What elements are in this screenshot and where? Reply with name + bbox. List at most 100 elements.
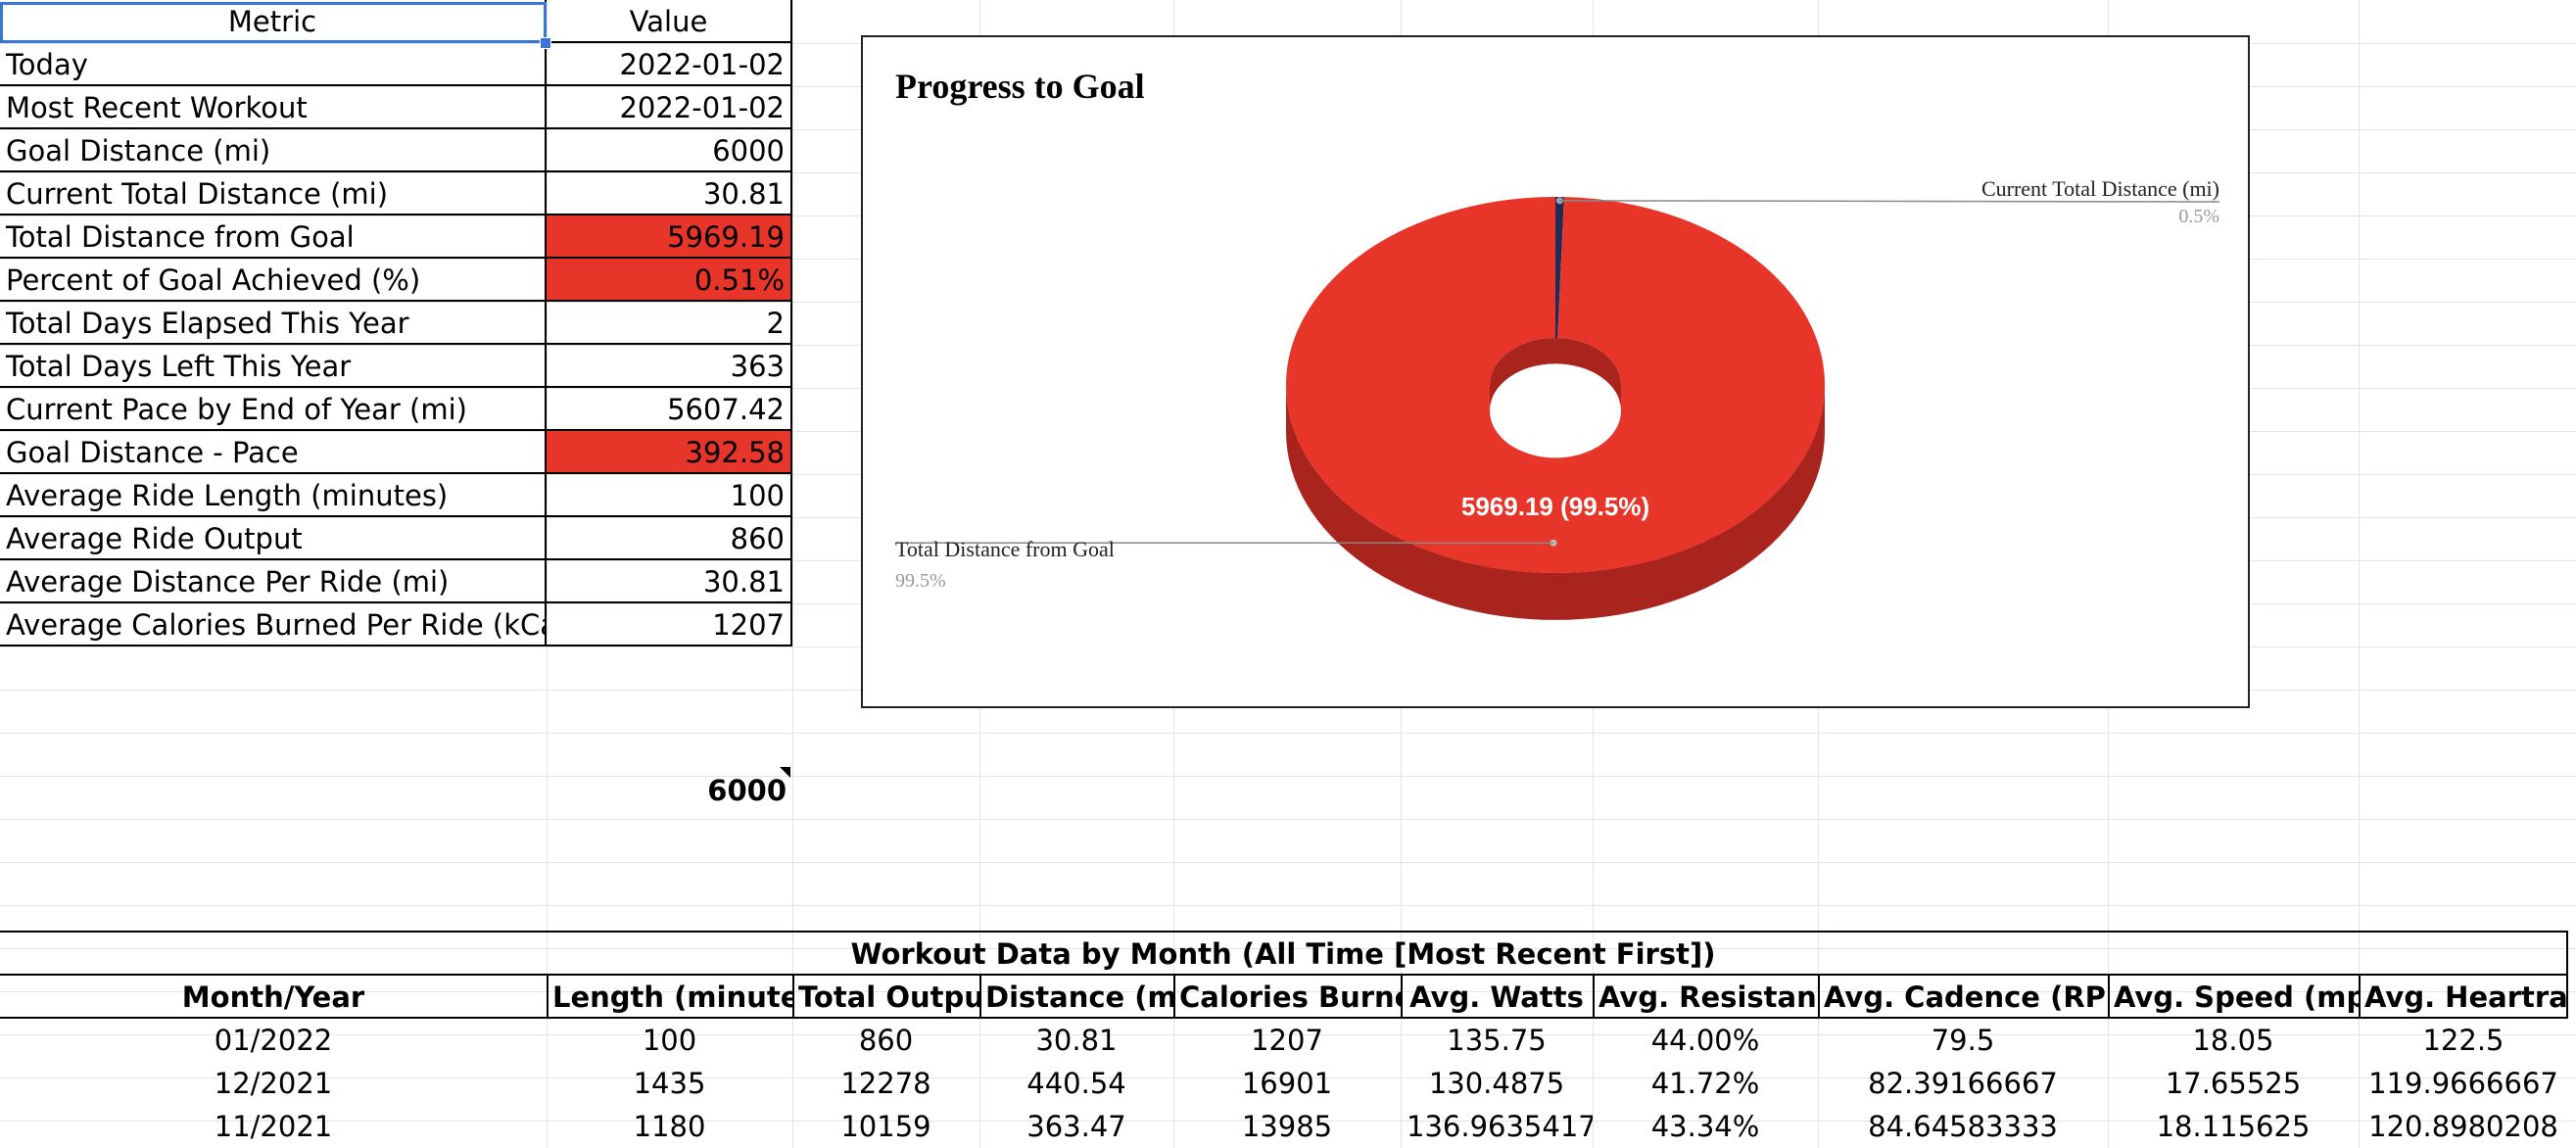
table-cell[interactable]: 122.5 <box>2422 1024 2504 1057</box>
table-cell[interactable]: 12/2021 <box>214 1067 333 1100</box>
header-divider <box>0 1017 2568 1019</box>
table-cell[interactable]: 01/2022 <box>214 1024 333 1057</box>
chart-svg: Progress to Goal Current Total Distance … <box>895 67 2220 620</box>
pie-layer: Current Total Distance (mi) 0.5% Total Dis… <box>895 176 2220 620</box>
metric-value-cell[interactable]: 100 <box>547 474 792 517</box>
metric-value-cell[interactable]: 2022-01-02 <box>547 43 792 86</box>
grid-line-vertical <box>792 0 793 1148</box>
column-header[interactable]: Avg. Speed (mph) <box>2114 981 2359 1014</box>
table-cell[interactable]: 100 <box>642 1024 697 1057</box>
metric-value-cell[interactable]: 860 <box>547 517 792 560</box>
metric-label-cell[interactable]: Goal Distance (mi) <box>0 129 547 172</box>
table-cell[interactable]: 10159 <box>840 1110 931 1143</box>
column-header[interactable]: Month/Year <box>181 981 365 1014</box>
header-column-divider <box>2359 976 2361 1019</box>
table-cell[interactable]: 135.75 <box>1447 1024 1547 1057</box>
grid-line-horizontal <box>0 1034 2576 1035</box>
column-header[interactable]: Avg. Cadence (RPM) <box>1824 981 2108 1014</box>
metric-header[interactable]: Metric <box>0 0 547 43</box>
header-column-divider <box>792 976 794 1019</box>
metric-label-cell[interactable]: Total Days Elapsed This Year <box>0 302 547 345</box>
metric-value-cell[interactable]: 363 <box>547 345 792 388</box>
table-cell[interactable]: 13985 <box>1241 1110 1333 1143</box>
table-cell[interactable]: 82.39166667 <box>1868 1067 2058 1100</box>
header-column-divider <box>547 976 549 1019</box>
metric-label-cell[interactable]: Most Recent Workout <box>0 86 547 129</box>
donut-hole-bottom <box>1490 363 1621 458</box>
grid-line-horizontal <box>0 1077 2576 1078</box>
grid-line-vertical <box>2359 0 2360 1148</box>
value-header[interactable]: Value <box>547 0 792 43</box>
header-column-divider <box>1818 976 1820 1019</box>
metric-value-cell[interactable]: 2022-01-02 <box>547 86 792 129</box>
metric-label-cell[interactable]: Today <box>0 43 547 86</box>
table-cell[interactable]: 11/2021 <box>214 1110 333 1143</box>
slice-current-distance[interactable] <box>1555 197 1564 385</box>
column-header[interactable]: Avg. Heartrate <box>2364 981 2568 1014</box>
column-header[interactable]: Avg. Watts <box>1409 981 1584 1014</box>
table-cell[interactable]: 18.05 <box>2192 1024 2274 1057</box>
header-column-divider <box>1593 976 1595 1019</box>
metric-label-cell[interactable]: Total Days Left This Year <box>0 345 547 388</box>
header-column-divider <box>2108 976 2110 1019</box>
monthly-title[interactable]: Workout Data by Month (All Time [Most Re… <box>0 931 2568 976</box>
metric-value-cell[interactable]: 6000 <box>547 129 792 172</box>
metric-value-cell[interactable]: 30.81 <box>547 560 792 603</box>
grid-line-horizontal <box>0 819 2576 820</box>
table-cell[interactable]: 1180 <box>633 1110 706 1143</box>
progress-chart[interactable]: Progress to Goal Current Total Distance … <box>861 35 2250 708</box>
table-cell[interactable]: 363.47 <box>1026 1110 1126 1143</box>
goal-value-cell[interactable]: 6000 <box>707 774 787 807</box>
metric-label-cell[interactable]: Current Pace by End of Year (mi) <box>0 388 547 431</box>
metric-value-cell[interactable]: 2 <box>547 302 792 345</box>
metric-label-cell[interactable]: Average Ride Length (minutes) <box>0 474 547 517</box>
metric-label-cell[interactable]: Goal Distance - Pace <box>0 431 547 474</box>
table-cell[interactable]: 17.65525 <box>2165 1067 2302 1100</box>
metric-value-cell[interactable]: 0.51% <box>547 259 792 302</box>
table-cell[interactable]: 136.9635417 <box>1407 1110 1593 1143</box>
metric-value-cell[interactable]: 392.58 <box>547 431 792 474</box>
table-cell[interactable]: 43.34% <box>1650 1110 1760 1143</box>
header-right-border <box>2566 976 2568 1019</box>
slice-label-current-distance: Current Total Distance (mi) <box>1981 176 2219 201</box>
table-cell[interactable]: 1435 <box>633 1067 706 1100</box>
table-cell[interactable]: 30.81 <box>1035 1024 1118 1057</box>
metric-value-cell[interactable]: 5969.19 <box>547 215 792 259</box>
table-cell[interactable]: 84.64583333 <box>1868 1110 2058 1143</box>
fill-handle[interactable] <box>540 37 551 49</box>
column-header[interactable]: Calories Burned <box>1179 981 1401 1014</box>
table-cell[interactable]: 440.54 <box>1026 1067 1126 1100</box>
column-header[interactable]: Distance (mi) <box>985 981 1173 1014</box>
table-cell[interactable]: 120.8980208 <box>2368 1110 2558 1143</box>
metric-value-cell[interactable]: 5607.42 <box>547 388 792 431</box>
table-cell[interactable]: 79.5 <box>1931 1024 1995 1057</box>
metric-value-cell[interactable]: 30.81 <box>547 172 792 215</box>
grid-line-horizontal <box>0 1121 2576 1122</box>
table-cell[interactable]: 130.4875 <box>1428 1067 1565 1100</box>
grid-line-horizontal <box>0 776 2576 777</box>
table-cell[interactable]: 16901 <box>1241 1067 1333 1100</box>
slice-percent-current-distance: 0.5% <box>2178 206 2219 227</box>
metric-label-cell[interactable]: Total Distance from Goal <box>0 215 547 259</box>
metric-label-cell[interactable]: Average Ride Output <box>0 517 547 560</box>
table-cell[interactable]: 12278 <box>840 1067 931 1100</box>
metric-label-cell[interactable]: Current Total Distance (mi) <box>0 172 547 215</box>
metric-value-cell[interactable]: 1207 <box>547 603 792 646</box>
header-column-divider <box>979 976 981 1019</box>
column-header[interactable]: Avg. Resistance <box>1598 981 1818 1014</box>
metric-label-cell[interactable]: Average Calories Burned Per Ride (kCal) <box>0 603 547 646</box>
pie-side-wall <box>1286 385 1825 620</box>
grid-line-horizontal <box>0 905 2576 906</box>
table-cell[interactable]: 18.115625 <box>2156 1110 2311 1143</box>
leader-line <box>1559 200 2220 203</box>
table-cell[interactable]: 860 <box>858 1024 914 1057</box>
header-column-divider <box>1173 976 1175 1019</box>
table-cell[interactable]: 119.9666667 <box>2368 1067 2558 1100</box>
column-header[interactable]: Length (minutes) <box>552 981 792 1014</box>
table-cell[interactable]: 41.72% <box>1650 1067 1760 1100</box>
metric-label-cell[interactable]: Percent of Goal Achieved (%) <box>0 259 547 302</box>
column-header[interactable]: Total Output <box>798 981 979 1014</box>
table-cell[interactable]: 1207 <box>1251 1024 1323 1057</box>
metric-label-cell[interactable]: Average Distance Per Ride (mi) <box>0 560 547 603</box>
table-cell[interactable]: 44.00% <box>1650 1024 1760 1057</box>
